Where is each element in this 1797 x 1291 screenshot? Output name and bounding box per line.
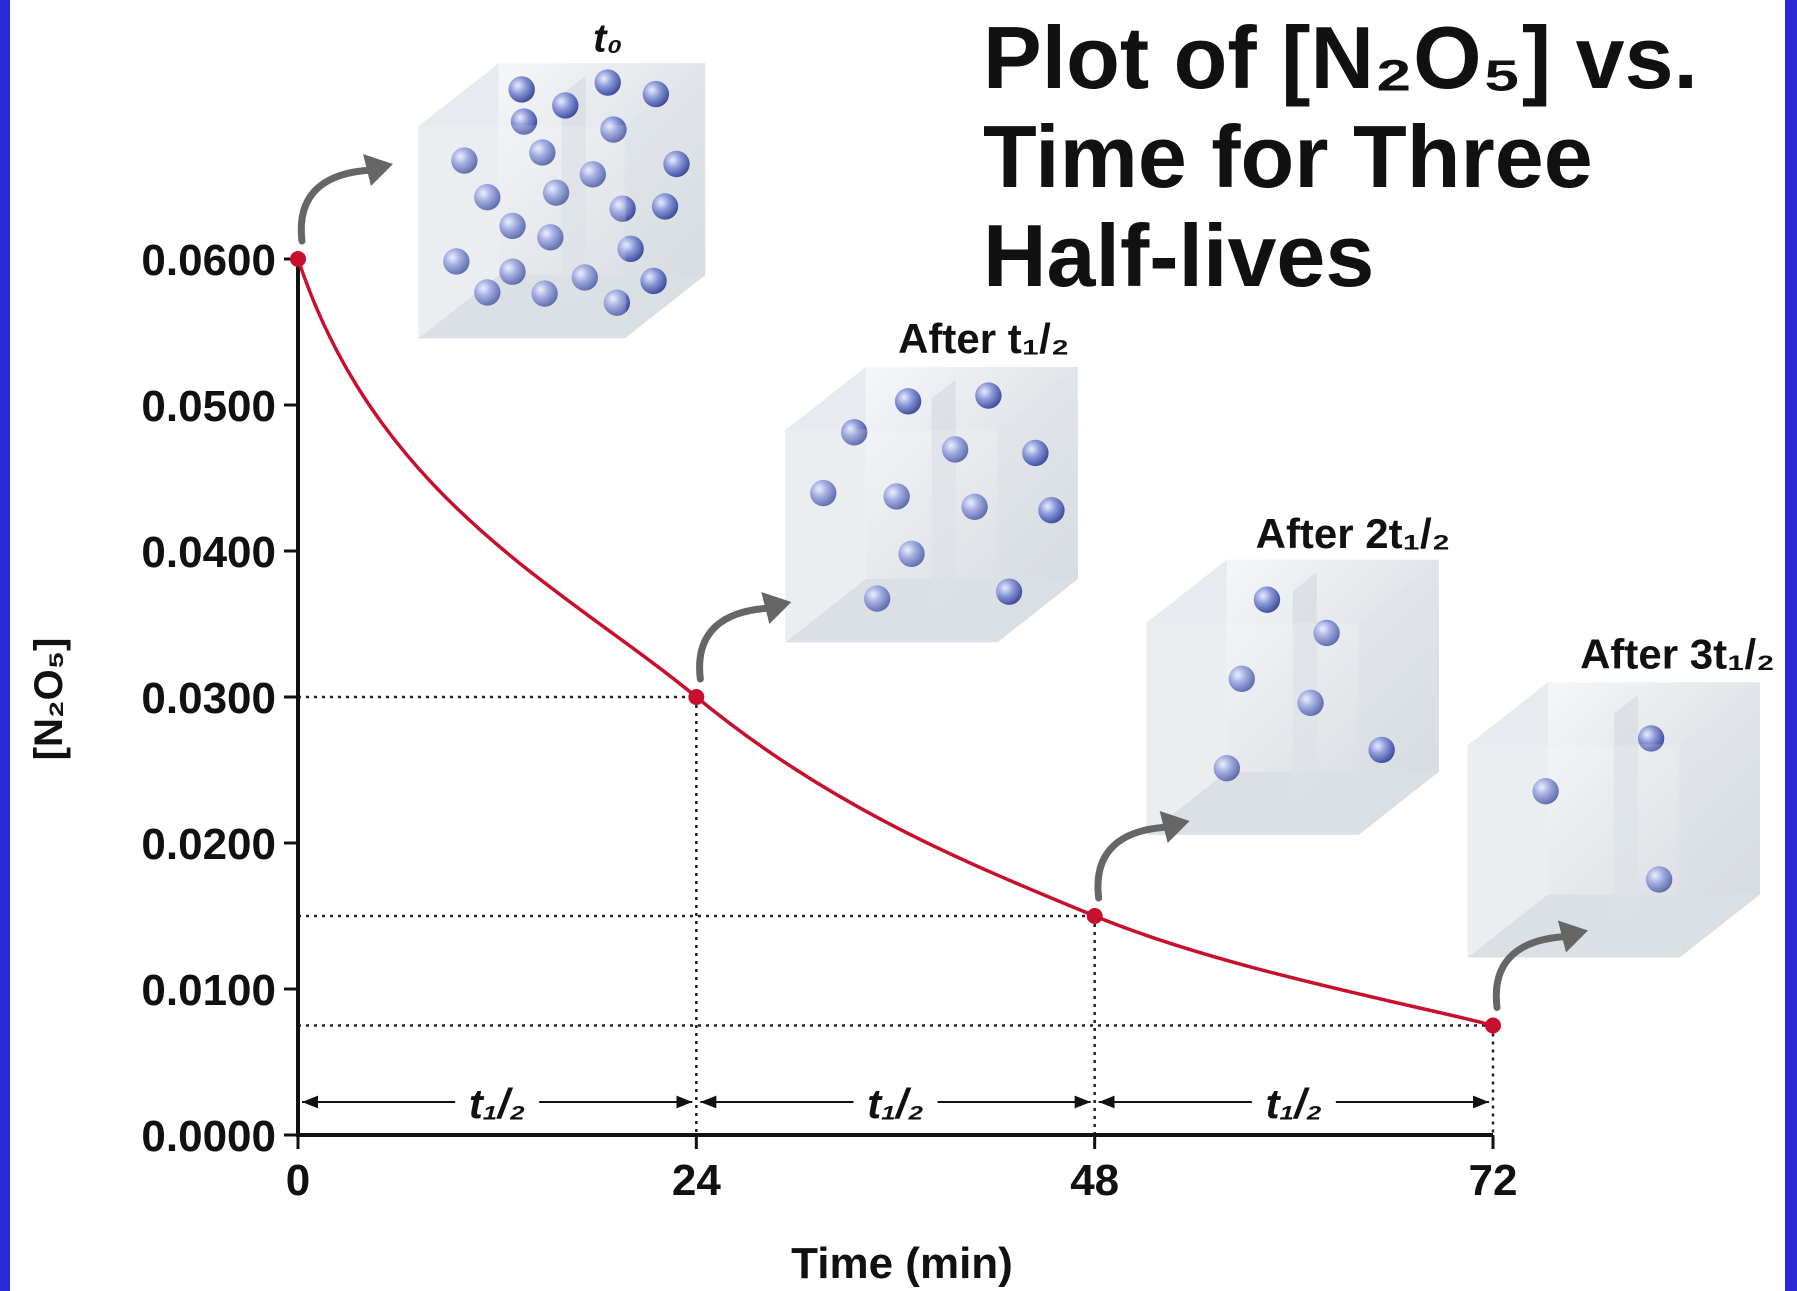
molecule: [663, 151, 689, 177]
data-point: [688, 689, 704, 705]
molecule: [1022, 440, 1048, 466]
interval-label: t₁/₂: [1266, 1080, 1322, 1127]
cube-front: [785, 430, 997, 642]
page: {"chart_data": { "type": "line", "title"…: [0, 0, 1797, 1291]
molecule: [509, 76, 535, 102]
x-tick-label: 72: [1469, 1156, 1518, 1205]
molecule: [996, 578, 1022, 604]
molecule: [552, 92, 578, 118]
snapshot-cube: [1468, 682, 1760, 957]
molecule: [640, 268, 666, 294]
molecule: [895, 388, 921, 414]
y-tick-label: 0.0500: [141, 382, 276, 431]
y-tick-label: 0.0400: [141, 528, 276, 577]
chart-title: Half-lives: [983, 206, 1374, 305]
molecule: [595, 69, 621, 95]
chart: Plot of [N₂O₅] vs.Time for ThreeHalf-liv…: [0, 0, 1797, 1291]
molecule: [1368, 737, 1394, 763]
data-point: [1087, 908, 1103, 924]
chart-title: Time for Three: [983, 107, 1593, 206]
y-tick-label: 0.0600: [141, 236, 276, 285]
snapshot-label: After t₁/₂: [898, 315, 1069, 362]
cube-front: [419, 126, 625, 338]
y-tick-label: 0.0000: [141, 1112, 276, 1161]
y-tick-label: 0.0200: [141, 820, 276, 869]
data-point: [1485, 1018, 1501, 1034]
snapshot-cube: [1147, 560, 1439, 835]
molecule: [1254, 586, 1280, 612]
snapshot-label: t₀: [593, 17, 622, 61]
snapshot-label: After 3t₁/₂: [1580, 630, 1775, 677]
x-tick-label: 0: [286, 1156, 310, 1205]
y-axis-label: [N₂O₅]: [27, 638, 71, 761]
cube-front: [1468, 745, 1680, 957]
x-tick-label: 48: [1070, 1156, 1119, 1205]
cube-front: [1147, 623, 1359, 835]
snapshot-label: After 2t₁/₂: [1256, 510, 1451, 557]
interval-label: t₁/₂: [469, 1080, 525, 1127]
molecule: [652, 193, 678, 219]
x-tick-label: 24: [672, 1156, 721, 1205]
snapshot-cube: [785, 367, 1077, 642]
molecule: [1038, 497, 1064, 523]
interval-label: t₁/₂: [867, 1080, 923, 1127]
y-tick-label: 0.0100: [141, 966, 276, 1015]
molecule: [643, 81, 669, 107]
molecule: [975, 382, 1001, 408]
chart-title: Plot of [N₂O₅] vs.: [983, 8, 1698, 107]
data-point: [290, 251, 306, 267]
snapshot-cube: [419, 63, 706, 338]
y-tick-label: 0.0300: [141, 674, 276, 723]
x-axis-label: Time (min): [791, 1239, 1013, 1288]
